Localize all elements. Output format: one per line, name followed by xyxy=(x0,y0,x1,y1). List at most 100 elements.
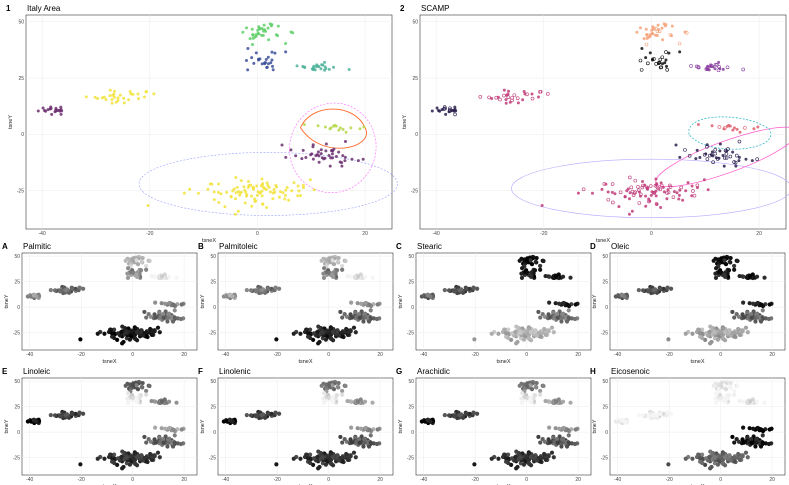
data-point xyxy=(167,425,172,431)
data-point xyxy=(260,287,266,292)
data-point xyxy=(157,435,162,440)
data-point xyxy=(366,444,372,449)
data-point xyxy=(359,426,364,431)
data-point xyxy=(153,440,158,445)
data-point xyxy=(246,185,250,189)
data-point xyxy=(179,302,184,307)
data-point xyxy=(471,285,476,290)
data-point xyxy=(135,387,141,392)
data-point xyxy=(724,156,729,160)
data-point xyxy=(144,315,149,320)
data-point xyxy=(241,30,245,34)
data-point xyxy=(178,441,184,447)
data-point xyxy=(46,108,50,112)
data-point xyxy=(93,95,97,99)
data-point xyxy=(100,96,104,100)
data-point xyxy=(702,178,706,182)
data-point xyxy=(273,410,278,415)
data-point xyxy=(167,300,172,306)
points-layer xyxy=(419,379,580,471)
data-point xyxy=(510,96,514,100)
y-tick-label: 50 xyxy=(412,20,418,26)
x-tick-label: -40 xyxy=(222,477,229,483)
panel-title: Arachidic xyxy=(417,367,450,376)
data-point xyxy=(759,427,764,432)
data-point xyxy=(188,187,192,191)
data-point xyxy=(280,143,284,147)
data-point xyxy=(206,187,210,191)
y-tick-label: -25 xyxy=(411,189,418,195)
x-tick-label: -40 xyxy=(420,477,427,483)
data-point xyxy=(668,32,673,37)
data-point xyxy=(269,61,273,65)
points-layer xyxy=(430,22,760,216)
data-point xyxy=(755,300,760,306)
data-point xyxy=(362,312,367,317)
data-point xyxy=(142,95,146,99)
data-point xyxy=(509,331,515,336)
data-point xyxy=(319,258,324,263)
data-point xyxy=(265,181,269,185)
data-point xyxy=(64,412,70,417)
data-point xyxy=(153,315,158,320)
x-tick-label: -20 xyxy=(78,477,85,483)
data-point xyxy=(343,383,348,389)
data-point xyxy=(149,332,155,338)
data-point xyxy=(543,457,549,463)
data-point xyxy=(284,155,288,159)
data-point xyxy=(338,126,342,130)
x-tick-label: 0 xyxy=(719,477,722,483)
data-point xyxy=(265,205,269,209)
data-point xyxy=(659,205,663,209)
data-point xyxy=(640,47,644,51)
data-point xyxy=(622,419,627,424)
data-point xyxy=(251,36,255,40)
data-point xyxy=(323,65,327,69)
data-point xyxy=(659,65,664,70)
data-point xyxy=(304,327,309,332)
data-point xyxy=(335,328,340,334)
data-point xyxy=(323,462,329,467)
data-point xyxy=(363,300,368,306)
data-point xyxy=(123,258,128,263)
data-point xyxy=(502,88,506,92)
data-point xyxy=(340,267,345,272)
data-point xyxy=(54,106,58,110)
data-point xyxy=(517,383,522,388)
data-point xyxy=(242,185,246,189)
data-point xyxy=(494,95,499,100)
panel-letter: 2 xyxy=(400,4,405,13)
data-point xyxy=(549,450,555,455)
data-point xyxy=(136,92,140,96)
data-point xyxy=(573,302,578,307)
data-point xyxy=(705,68,709,72)
data-point xyxy=(230,419,235,424)
data-point xyxy=(514,324,519,329)
data-point xyxy=(302,123,306,127)
data-point xyxy=(108,94,112,98)
data-point xyxy=(581,187,586,192)
data-point xyxy=(149,457,155,463)
x-axis-label: tsneX xyxy=(596,238,610,244)
data-point xyxy=(732,267,737,272)
data-point xyxy=(737,457,743,463)
data-point xyxy=(546,312,551,317)
data-point xyxy=(664,58,668,62)
data-point xyxy=(714,266,719,271)
data-point xyxy=(741,440,746,445)
data-point xyxy=(330,152,334,156)
data-point xyxy=(749,311,754,317)
data-point xyxy=(698,156,702,160)
data-point xyxy=(129,92,133,96)
data-point xyxy=(655,33,659,37)
x-tick-label: 20 xyxy=(181,352,187,358)
data-point xyxy=(708,324,713,329)
data-point xyxy=(108,327,113,332)
data-point xyxy=(278,190,282,194)
data-point xyxy=(705,157,710,161)
data-point xyxy=(323,68,327,72)
data-point xyxy=(644,204,648,208)
data-point xyxy=(305,456,311,461)
data-point xyxy=(735,127,739,131)
y-axis-label: tsneY xyxy=(4,294,10,308)
